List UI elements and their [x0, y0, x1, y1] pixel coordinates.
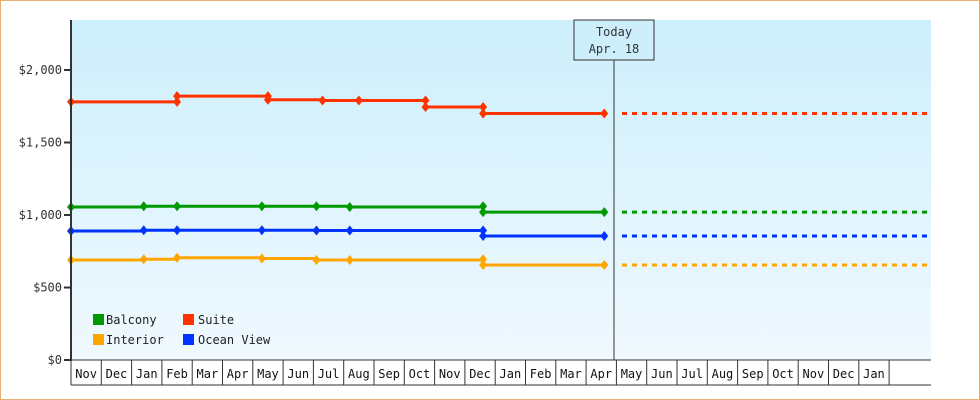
legend-label-ocean-view: Ocean View: [198, 333, 271, 347]
x-tick-label: Oct: [772, 367, 794, 381]
data-point[interactable]: [139, 225, 148, 236]
data-point[interactable]: [354, 95, 363, 106]
data-point[interactable]: [479, 225, 488, 236]
data-point[interactable]: [479, 254, 488, 265]
data-point[interactable]: [479, 101, 488, 112]
data-point[interactable]: [345, 202, 354, 213]
x-tick-label: Dec: [106, 367, 128, 381]
x-tick-label: Jan: [500, 367, 522, 381]
x-tick-label: Jan: [136, 367, 158, 381]
legend-swatch-suite: [183, 314, 194, 325]
axes: [70, 20, 931, 386]
series-suite: [67, 91, 931, 119]
data-point[interactable]: [421, 95, 430, 106]
data-point[interactable]: [345, 225, 354, 236]
data-point[interactable]: [312, 254, 321, 265]
series-layer: [67, 91, 931, 271]
x-tick-label: Aug: [712, 367, 734, 381]
x-tick-label: Nov: [75, 367, 97, 381]
data-point[interactable]: [257, 225, 266, 236]
data-point[interactable]: [173, 91, 182, 102]
x-tick-label: Nov: [803, 367, 825, 381]
data-point[interactable]: [312, 201, 321, 212]
today-marker: Today Apr. 18: [573, 19, 655, 360]
data-point[interactable]: [600, 108, 609, 119]
series-interior: [67, 252, 931, 271]
data-point[interactable]: [173, 201, 182, 212]
data-point[interactable]: [479, 260, 488, 271]
x-tick-label: Sep: [378, 367, 400, 381]
data-point[interactable]: [421, 101, 430, 112]
x-tick-label: Dec: [469, 367, 491, 381]
data-point[interactable]: [479, 207, 488, 218]
x-tick-label: May: [621, 367, 643, 381]
x-tick-label: Apr: [227, 367, 249, 381]
data-point[interactable]: [479, 108, 488, 119]
data-point[interactable]: [479, 231, 488, 242]
x-tick-label: Feb: [530, 367, 552, 381]
today-date: Apr. 18: [589, 42, 640, 56]
y-ticks: $0 $500 $1,000 $1,500 $2,000: [19, 63, 71, 367]
y-tick-label: $1,000: [19, 208, 62, 222]
legend: Balcony Suite Interior Ocean View: [93, 313, 271, 347]
plot-area: [71, 20, 931, 360]
legend-label-interior: Interior: [106, 333, 164, 347]
x-tick-label: Oct: [409, 367, 431, 381]
data-point[interactable]: [263, 94, 272, 105]
x-tick-label: Apr: [590, 367, 612, 381]
x-tick-label: Mar: [560, 367, 582, 381]
data-point[interactable]: [139, 254, 148, 265]
x-tick-label: Nov: [439, 367, 461, 381]
x-ticks: Nov Dec Jan Feb Mar Apr May Jun Jul Aug Sep Oct Nov D…: [70, 360, 890, 385]
data-point[interactable]: [600, 260, 609, 271]
x-tick-label: May: [257, 367, 279, 381]
legend-label-balcony: Balcony: [106, 313, 157, 327]
x-tick-label: Mar: [197, 367, 219, 381]
data-point[interactable]: [139, 201, 148, 212]
x-tick-label: Jan: [863, 367, 885, 381]
y-tick-label: $500: [33, 281, 62, 295]
x-tick-label: Jun: [651, 367, 673, 381]
x-tick-label: Aug: [348, 367, 370, 381]
data-point[interactable]: [257, 201, 266, 212]
data-point[interactable]: [173, 96, 182, 107]
legend-swatch-balcony: [93, 314, 104, 325]
series-ocean-view: [67, 225, 931, 242]
y-tick-label: $2,000: [19, 63, 62, 77]
data-point[interactable]: [318, 95, 327, 106]
data-point[interactable]: [173, 252, 182, 263]
x-tick-label: Jun: [287, 367, 309, 381]
x-tick-label: Feb: [166, 367, 188, 381]
data-point[interactable]: [600, 231, 609, 242]
data-point[interactable]: [345, 254, 354, 265]
legend-swatch-ocean-view: [183, 334, 194, 345]
legend-swatch-interior: [93, 334, 104, 345]
data-point[interactable]: [600, 207, 609, 218]
data-point[interactable]: [312, 225, 321, 236]
today-box: [573, 19, 655, 61]
series-balcony: [67, 201, 931, 218]
today-label: Today: [596, 25, 632, 39]
y-tick-label: $0: [48, 353, 62, 367]
x-tick-label: Jul: [318, 367, 340, 381]
x-tick-label: Sep: [742, 367, 764, 381]
data-point[interactable]: [257, 253, 266, 264]
legend-label-suite: Suite: [198, 313, 234, 327]
y-tick-label: $1,500: [19, 136, 62, 150]
x-tick-label: Dec: [833, 367, 855, 381]
data-point[interactable]: [479, 201, 488, 212]
x-tick-label: Jul: [681, 367, 703, 381]
data-point[interactable]: [173, 225, 182, 236]
